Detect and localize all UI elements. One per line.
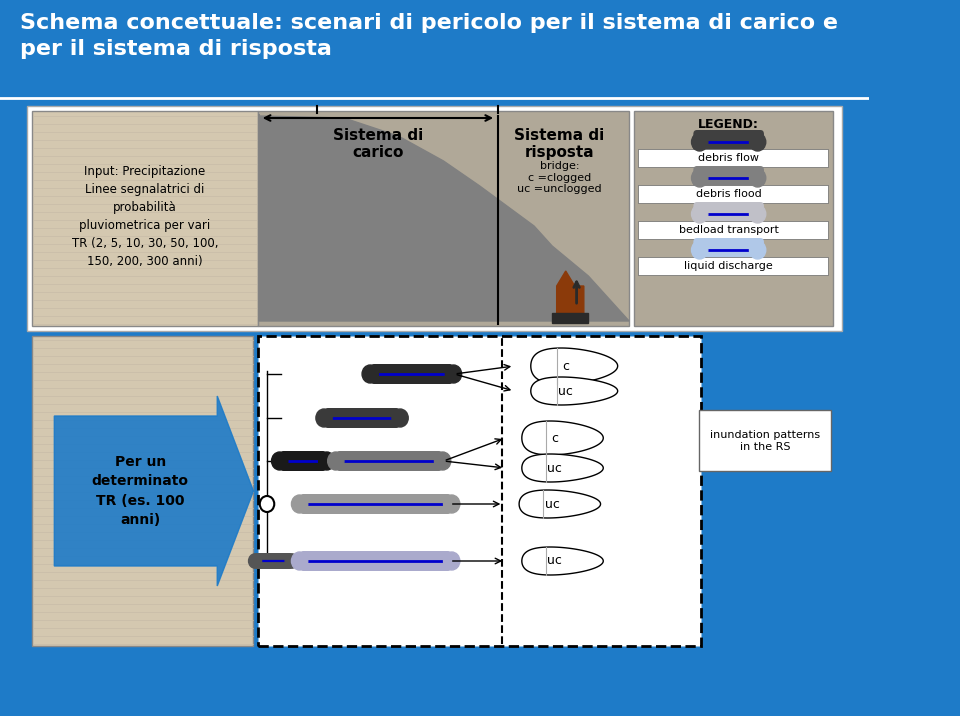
Circle shape — [327, 452, 344, 470]
Text: uc: uc — [559, 384, 573, 397]
Circle shape — [750, 205, 766, 223]
Text: Schema concettuale: scenari di pericolo per il sistema di carico e
per il sistem: Schema concettuale: scenari di pericolo … — [20, 13, 838, 59]
FancyBboxPatch shape — [634, 111, 832, 326]
FancyBboxPatch shape — [638, 257, 828, 275]
Circle shape — [444, 495, 460, 513]
Text: c: c — [551, 432, 559, 445]
Circle shape — [750, 241, 766, 259]
Circle shape — [392, 409, 408, 427]
Polygon shape — [522, 547, 603, 575]
FancyBboxPatch shape — [32, 111, 258, 326]
Circle shape — [691, 133, 708, 151]
FancyBboxPatch shape — [638, 185, 828, 203]
Circle shape — [316, 409, 332, 427]
FancyBboxPatch shape — [372, 364, 452, 384]
Circle shape — [691, 241, 708, 259]
FancyBboxPatch shape — [638, 149, 828, 167]
Text: bridge:
c =clogged
uc =unclogged: bridge: c =clogged uc =unclogged — [517, 161, 602, 194]
Text: Input: Precipitazione
Linee segnalatrici di
probabilità
pluviometrica per vari
T: Input: Precipitazione Linee segnalatrici… — [72, 165, 218, 268]
Text: uc: uc — [547, 554, 563, 568]
Text: LEGEND:: LEGEND: — [698, 118, 759, 131]
Polygon shape — [522, 454, 603, 482]
Text: c: c — [563, 359, 569, 372]
Circle shape — [435, 452, 451, 470]
Circle shape — [319, 452, 335, 470]
FancyBboxPatch shape — [0, 0, 869, 96]
FancyBboxPatch shape — [32, 336, 253, 646]
Text: bedload transport: bedload transport — [679, 225, 779, 235]
Text: uc: uc — [547, 462, 563, 475]
Polygon shape — [259, 114, 629, 321]
FancyBboxPatch shape — [27, 106, 842, 331]
Circle shape — [444, 552, 460, 570]
Polygon shape — [55, 396, 253, 586]
Text: Per un
determinato
TR (es. 100
anni): Per un determinato TR (es. 100 anni) — [92, 455, 189, 527]
FancyBboxPatch shape — [258, 111, 629, 326]
FancyBboxPatch shape — [324, 408, 399, 428]
Polygon shape — [531, 348, 617, 384]
Circle shape — [285, 553, 299, 569]
Text: debris flood: debris flood — [696, 189, 761, 199]
Circle shape — [272, 452, 288, 470]
FancyBboxPatch shape — [693, 238, 764, 262]
FancyBboxPatch shape — [693, 202, 764, 226]
Circle shape — [292, 552, 308, 570]
Circle shape — [691, 169, 708, 187]
Circle shape — [292, 495, 308, 513]
Text: debris flow: debris flow — [698, 153, 759, 163]
Polygon shape — [552, 313, 588, 323]
Polygon shape — [557, 271, 584, 323]
FancyBboxPatch shape — [337, 451, 442, 471]
FancyBboxPatch shape — [638, 221, 828, 239]
Text: Sistema di
risposta: Sistema di risposta — [515, 128, 605, 160]
FancyBboxPatch shape — [280, 451, 325, 471]
Circle shape — [750, 169, 766, 187]
FancyBboxPatch shape — [300, 551, 451, 571]
Circle shape — [249, 553, 261, 569]
FancyBboxPatch shape — [699, 410, 831, 471]
FancyBboxPatch shape — [258, 336, 702, 646]
Circle shape — [260, 496, 275, 512]
FancyBboxPatch shape — [693, 166, 764, 190]
FancyBboxPatch shape — [300, 494, 451, 514]
Text: inundation patterns
in the RS: inundation patterns in the RS — [709, 430, 820, 452]
Text: uc: uc — [544, 498, 560, 511]
Circle shape — [691, 205, 708, 223]
FancyBboxPatch shape — [693, 130, 764, 154]
Polygon shape — [519, 490, 601, 518]
Polygon shape — [531, 377, 617, 405]
Circle shape — [362, 365, 378, 383]
Text: Sistema di
carico: Sistema di carico — [333, 128, 423, 160]
Polygon shape — [522, 421, 603, 455]
Text: liquid discharge: liquid discharge — [684, 261, 773, 271]
Circle shape — [445, 365, 462, 383]
FancyBboxPatch shape — [255, 553, 292, 569]
Circle shape — [750, 133, 766, 151]
